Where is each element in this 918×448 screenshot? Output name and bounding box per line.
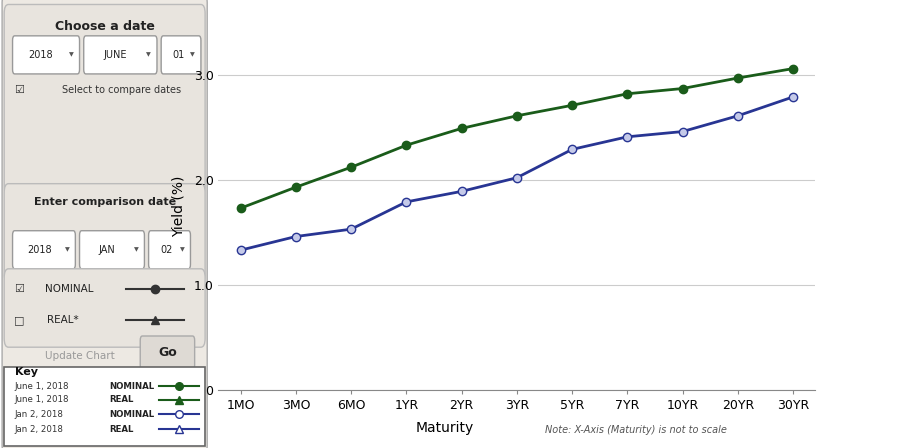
Text: ▼: ▼ (180, 247, 185, 252)
FancyBboxPatch shape (2, 0, 207, 448)
Text: ☑: ☑ (14, 284, 24, 294)
Text: ☑: ☑ (14, 85, 24, 95)
Text: Update Chart: Update Chart (45, 351, 115, 361)
Text: NOMINAL: NOMINAL (109, 382, 154, 391)
FancyBboxPatch shape (5, 184, 205, 282)
Text: REAL*: REAL* (47, 315, 79, 325)
FancyBboxPatch shape (162, 36, 201, 74)
Text: Jan 2, 2018: Jan 2, 2018 (15, 410, 63, 419)
Text: Go: Go (158, 346, 177, 359)
Text: Key: Key (15, 367, 38, 377)
FancyBboxPatch shape (149, 231, 190, 269)
Text: 2018: 2018 (28, 50, 53, 60)
Text: Enter comparison date: Enter comparison date (34, 198, 175, 207)
Text: REAL: REAL (109, 425, 133, 434)
Y-axis label: Yield (%): Yield (%) (172, 176, 185, 237)
Text: Choose a date: Choose a date (55, 20, 154, 34)
Text: Jan 2, 2018: Jan 2, 2018 (15, 425, 63, 434)
FancyBboxPatch shape (84, 36, 157, 74)
Text: ▼: ▼ (190, 52, 195, 57)
Text: 02: 02 (161, 245, 173, 254)
Text: JUNE: JUNE (103, 50, 127, 60)
Text: NOMINAL: NOMINAL (109, 410, 154, 419)
Bar (5, 367, 205, 446)
Text: ▼: ▼ (64, 247, 70, 252)
Text: ▼: ▼ (134, 247, 139, 252)
Text: 01: 01 (172, 50, 185, 60)
Text: JAN: JAN (99, 245, 116, 254)
Text: □: □ (14, 315, 24, 325)
Text: Select to compare dates: Select to compare dates (62, 85, 181, 95)
Text: ▼: ▼ (69, 52, 73, 57)
FancyBboxPatch shape (80, 231, 144, 269)
FancyBboxPatch shape (13, 36, 80, 74)
Text: 01/02/2018: 01/02/2018 (833, 97, 912, 110)
Text: June 1, 2018: June 1, 2018 (15, 395, 69, 404)
Text: 06/01/2018: 06/01/2018 (833, 69, 912, 82)
Text: NOMINAL: NOMINAL (45, 284, 94, 294)
FancyBboxPatch shape (13, 231, 75, 269)
Text: REAL: REAL (109, 395, 133, 404)
Text: Maturity: Maturity (416, 421, 475, 435)
Text: 2018: 2018 (27, 245, 51, 254)
Text: June 1, 2018: June 1, 2018 (15, 382, 69, 391)
FancyBboxPatch shape (5, 269, 205, 347)
Text: ▼: ▼ (146, 52, 151, 57)
Text: Note: X-Axis (Maturity) is not to scale: Note: X-Axis (Maturity) is not to scale (545, 425, 727, 435)
FancyBboxPatch shape (5, 4, 205, 195)
FancyBboxPatch shape (140, 336, 195, 370)
